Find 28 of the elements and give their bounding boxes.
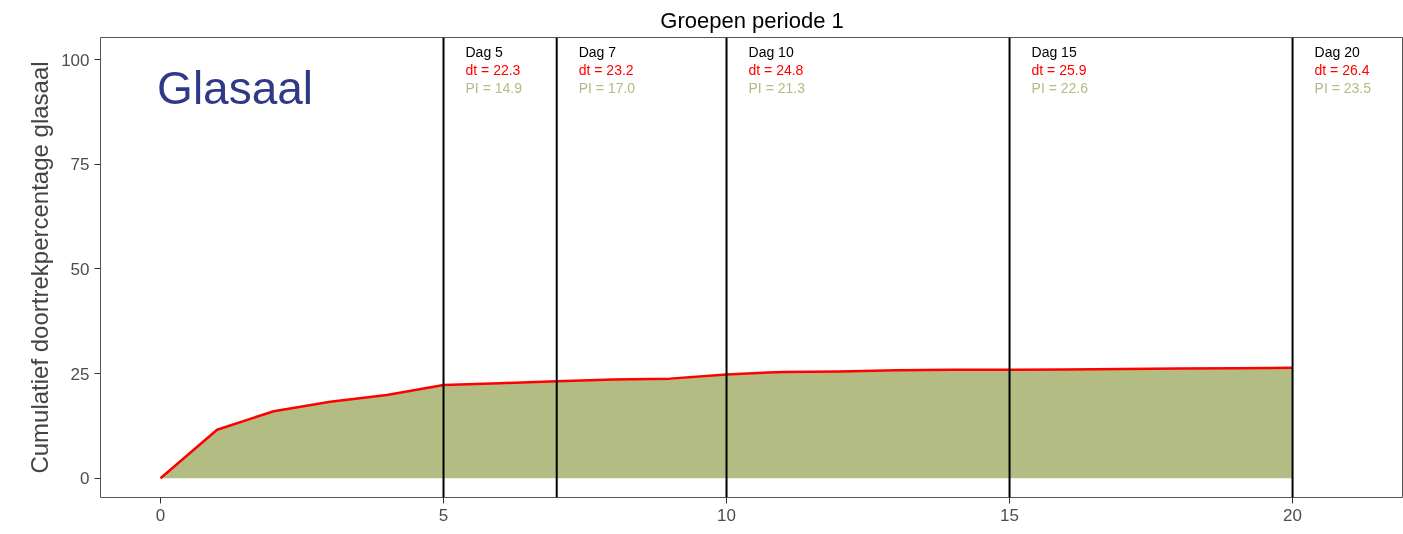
x-tick-label: 0 xyxy=(155,505,166,525)
ref-line-label: Dag 15 xyxy=(1031,43,1077,60)
y-axis-title: Cumulatief doortrekpercentage glasaal xyxy=(26,61,54,474)
annotation: PI = 17.0 xyxy=(578,79,636,96)
x-tick-label: 10 xyxy=(717,505,736,525)
ref-line-label: Dag 7 xyxy=(578,43,617,60)
ref-line-label: Dag 20 xyxy=(1314,43,1360,60)
annotation: dt = 25.9 xyxy=(1031,61,1087,78)
x-tick-label: 5 xyxy=(438,505,449,525)
x-tick-label: 20 xyxy=(1283,505,1303,525)
x-tick-label: 15 xyxy=(1000,505,1020,525)
y-tick-label: 100 xyxy=(61,50,90,70)
chart-title: Groepen periode 1 xyxy=(660,7,844,33)
annotation: dt = 26.4 xyxy=(1314,61,1370,78)
y-tick-label: 0 xyxy=(80,469,90,489)
ref-line-label: Dag 5 xyxy=(465,43,504,60)
annotation: dt = 22.3 xyxy=(465,61,521,78)
annotation: dt = 24.8 xyxy=(748,61,804,78)
annotation: Glasaal xyxy=(157,61,314,114)
y-tick-label: 25 xyxy=(70,364,90,384)
annotation: PI = 21.3 xyxy=(748,79,806,96)
annotation: PI = 23.5 xyxy=(1314,79,1372,96)
annotation: PI = 14.9 xyxy=(465,79,523,96)
annotation: PI = 22.6 xyxy=(1031,79,1089,96)
y-tick-label: 75 xyxy=(70,155,90,175)
annotation: dt = 23.2 xyxy=(578,61,634,78)
y-tick-label: 50 xyxy=(70,259,90,279)
ref-line-label: Dag 10 xyxy=(748,43,794,60)
